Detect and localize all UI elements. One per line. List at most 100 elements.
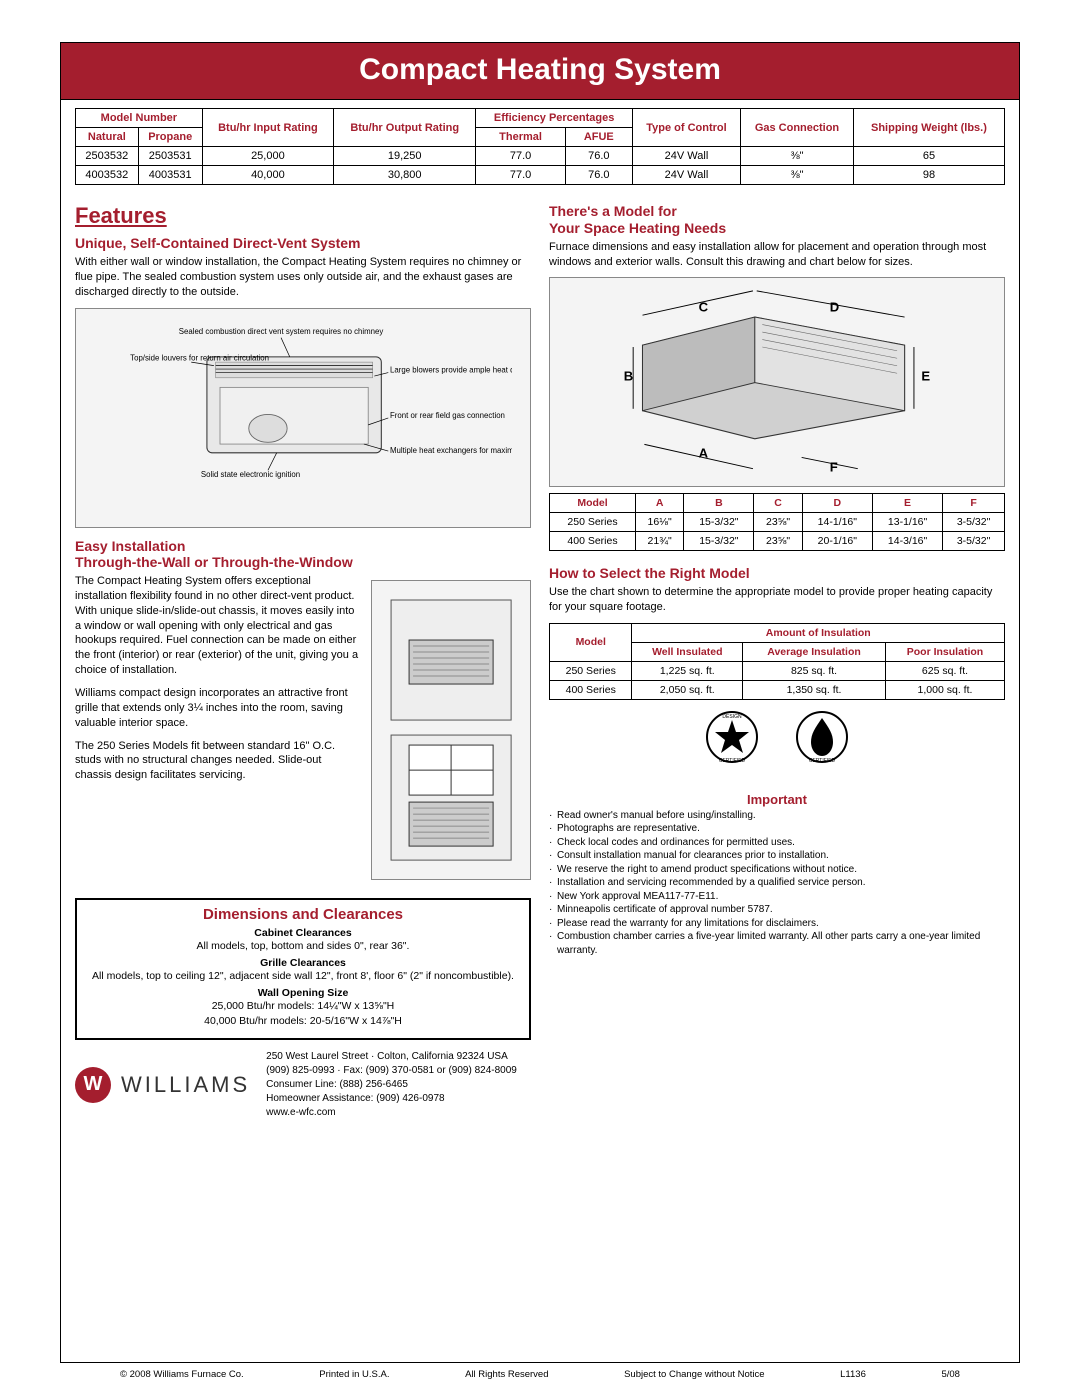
sel-cell: 1,350 sq. ft. [743,680,886,699]
brand-mark-icon: W [75,1067,111,1103]
svg-text:Front or rear field gas connec: Front or rear field gas connection [390,411,505,420]
dims-cell: 16⅛" [636,513,684,532]
select-heading: How to Select the Right Model [549,565,1005,582]
important-item: Read owner's manual before using/install… [549,809,1005,823]
svg-text:DESIGN: DESIGN [722,714,742,720]
spec-cell: 24V Wall [632,166,740,185]
spec-cell: 4003531 [138,166,202,185]
dims-cell: 14-3/16" [872,532,942,551]
spec-cell: 76.0 [565,166,632,185]
important-heading: Important [549,792,1005,807]
spec-cell: 77.0 [476,147,565,166]
svg-text:E: E [921,369,930,384]
brand-logo: W WILLIAMS [75,1067,250,1103]
important-item: New York approval MEA117-77-E11. [549,890,1005,904]
dims-cell: 14-1/16" [802,513,872,532]
sel-head-insul: Amount of Insulation [632,623,1005,642]
dims-head-b: B [684,494,754,513]
wall-open-head: Wall Opening Size [89,987,517,999]
svg-text:Top/side louvers for return ai: Top/side louvers for return air circulat… [130,353,269,362]
spec-cell: ⅜" [741,166,854,185]
sel-head-well: Well Insulated [632,642,743,661]
important-item: Combustion chamber carries a five-year l… [549,930,1005,957]
dims-cell: 20-1/16" [802,532,872,551]
dims-cell: 250 Series [550,513,636,532]
dims-cell: 21¾" [636,532,684,551]
svg-text:F: F [829,459,837,474]
dims-head-a: A [636,494,684,513]
addr-line5: www.e-wfc.com [266,1106,517,1120]
footer-rights: All Rights Reserved [465,1369,548,1380]
sel-cell: 250 Series [550,661,632,680]
design-certified-icon: DESIGN CERTIFIED [705,710,759,764]
svg-text:CERTIFIED: CERTIFIED [809,758,836,764]
important-item: Please read the warranty for any limitat… [549,917,1005,931]
dims-head-f: F [943,494,1005,513]
spec-cell: 65 [853,147,1004,166]
dims-cell: 13-1/16" [872,513,942,532]
dims-cell: 15-3/32" [684,532,754,551]
svg-text:Large blowers provide ample he: Large blowers provide ample heat distrib… [390,365,512,374]
sel-cell: 2,050 sq. ft. [632,680,743,699]
model-heading: There's a Model for Your Space Heating N… [549,203,1005,237]
sel-cell: 1,225 sq. ft. [632,661,743,680]
important-item: Installation and servicing recommended b… [549,876,1005,890]
spec-cell: 24V Wall [632,147,740,166]
cab-clear: All models, top, bottom and sides 0", re… [89,939,517,953]
dims-cell: 15-3/32" [684,513,754,532]
install-illustration [371,580,531,880]
cab-clear-head: Cabinet Clearances [89,927,517,939]
svg-text:Sealed combustion direct vent: Sealed combustion direct vent system req… [179,327,384,336]
spec-head-weight: Shipping Weight (lbs.) [853,109,1004,147]
right-column: There's a Model for Your Space Heating N… [549,197,1005,1120]
svg-text:D: D [829,299,838,314]
model-body: Furnace dimensions and easy installation… [549,240,1005,270]
spec-head-model: Model Number [76,109,203,128]
dims-cell: 400 Series [550,532,636,551]
addr-line4: Homeowner Assistance: (909) 426-0978 [266,1092,517,1106]
sel-head-model: Model [550,623,632,661]
unique-heading: Unique, Self-Contained Direct-Vent Syste… [75,235,531,252]
wall-open-1: 25,000 Btu/hr models: 14¼"W x 13⅝"H [89,999,517,1013]
footer-code: L1136 [840,1369,866,1380]
addr-line3: Consumer Line: (888) 256-6465 [266,1078,517,1092]
spec-head-thermal: Thermal [476,128,565,147]
sel-head-avg: Average Insulation [743,642,886,661]
spec-head-output: Btu/hr Output Rating [334,109,476,147]
dims-cell: 23⅝" [754,532,802,551]
sel-cell: 625 sq. ft. [885,661,1004,680]
spec-head-eff: Efficiency Percentages [476,109,633,128]
easy-heading: Easy Installation Through-the-Wall or Th… [75,538,531,572]
important-item: Minneapolis certificate of approval numb… [549,903,1005,917]
company-address: 250 West Laurel Street · Colton, Califor… [266,1050,517,1120]
spec-head-afue: AFUE [565,128,632,147]
footer-printed: Printed in U.S.A. [319,1369,389,1380]
page-title-bar: Compact Heating System [61,43,1019,100]
important-item: We reserve the right to amend product sp… [549,863,1005,877]
dims-head-d: D [802,494,872,513]
svg-text:CERTIFIED: CERTIFIED [719,758,746,764]
spec-head-propane: Propane [138,128,202,147]
sel-cell: 400 Series [550,680,632,699]
important-item: Check local codes and ordinances for per… [549,836,1005,850]
spec-cell: 77.0 [476,166,565,185]
spec-cell: 19,250 [334,147,476,166]
unique-body: With either wall or window installation,… [75,255,531,300]
svg-text:B: B [624,369,633,384]
svg-text:Solid state electronic ignitio: Solid state electronic ignition [201,470,300,479]
grille-clear-head: Grille Clearances [89,957,517,969]
dims-table: Model A B C D E F 250 Series16⅛"15-3/32"… [549,493,1005,551]
csa-certified-icon: CERTIFIED [795,710,849,764]
svg-text:Multiple heat exchangers for m: Multiple heat exchangers for maximum hea… [390,445,512,454]
spec-head-gas: Gas Connection [741,109,854,147]
addr-line1: 250 West Laurel Street · Colton, Califor… [266,1050,517,1064]
important-item: Photographs are representative. [549,822,1005,836]
spec-head-input: Btu/hr Input Rating [202,109,333,147]
dims-cell: 23⅝" [754,513,802,532]
spec-head-control: Type of Control [632,109,740,147]
sel-cell: 1,000 sq. ft. [885,680,1004,699]
dimension-illustration: C D B E A F [549,277,1005,487]
footer-change: Subject to Change without Notice [624,1369,764,1380]
dims-cell: 3-5/32" [943,513,1005,532]
dims-head-e: E [872,494,942,513]
